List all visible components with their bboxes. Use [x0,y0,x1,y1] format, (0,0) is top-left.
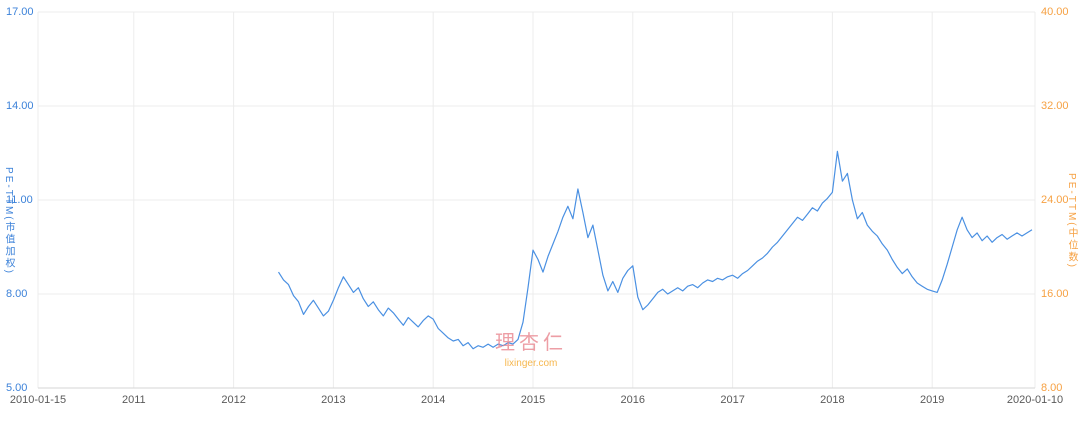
left-axis-tick-label: 17.00 [6,6,34,18]
x-axis-tick-label: 2015 [520,394,546,406]
x-axis-tick-label: 2017 [720,394,745,406]
x-axis-tick-label: 2013 [321,394,346,406]
left-axis-tick-label: 5.00 [6,382,28,394]
right-axis-tick-label: 32.00 [1041,100,1069,112]
right-axis-tick-label: 40.00 [1041,6,1069,18]
x-axis-tick-label: 2020-01-10 [1006,394,1064,406]
left-axis-tick-label: 8.00 [6,288,28,300]
x-axis-tick-label: 2011 [121,394,146,406]
x-axis-tick-label: 2018 [820,394,845,406]
left-axis-tick-label: 14.00 [6,100,34,112]
x-axis-tick-label: 2016 [620,394,646,406]
right-axis-title: PE-TTM(中位数) [1066,173,1077,269]
x-axis-tick-label: 2019 [919,394,945,406]
x-axis-tick-label: 2012 [221,394,246,406]
left-axis-tick-label: 11.00 [6,194,33,206]
x-axis-tick-label: 2014 [420,394,446,406]
right-axis-tick-label: 8.00 [1041,382,1063,394]
left-axis-title: PE-TTM(市值加权) [3,167,14,275]
x-axis-tick-label: 2010-01-15 [9,394,67,406]
right-axis-tick-label: 24.00 [1041,194,1069,206]
right-axis-tick-label: 16.00 [1041,288,1069,300]
pe-ttm-line-series [277,150,1033,350]
